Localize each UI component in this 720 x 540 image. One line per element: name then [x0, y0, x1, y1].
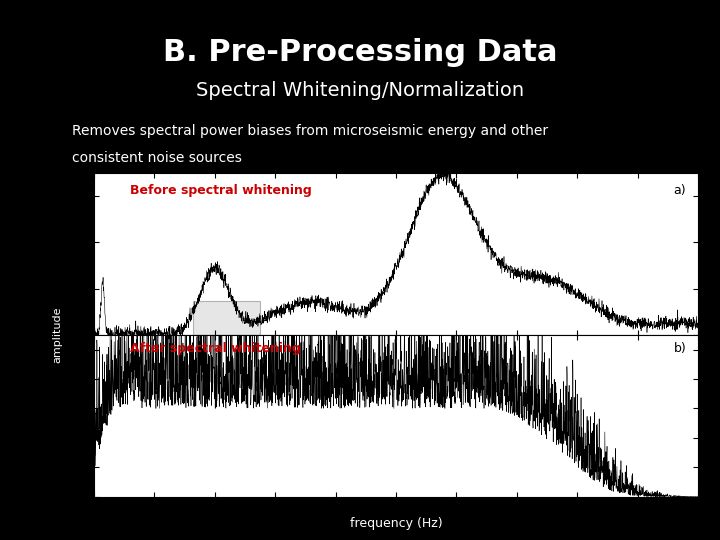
X-axis label: frequency (Hz): frequency (Hz) — [350, 517, 442, 530]
Text: amplitude: amplitude — [53, 307, 63, 363]
Text: Before spectral whitening: Before spectral whitening — [130, 184, 312, 198]
Text: B. Pre-Processing Data: B. Pre-Processing Data — [163, 38, 557, 67]
Text: Removes spectral power biases from microseismic energy and other: Removes spectral power biases from micro… — [72, 124, 548, 138]
Bar — [194, 301, 260, 335]
Text: After spectral whitening: After spectral whitening — [130, 342, 301, 355]
Text: Spectral Whitening/Normalization: Spectral Whitening/Normalization — [196, 81, 524, 100]
Text: b): b) — [673, 342, 686, 355]
Text: a): a) — [674, 184, 686, 198]
Text: consistent noise sources: consistent noise sources — [72, 151, 242, 165]
